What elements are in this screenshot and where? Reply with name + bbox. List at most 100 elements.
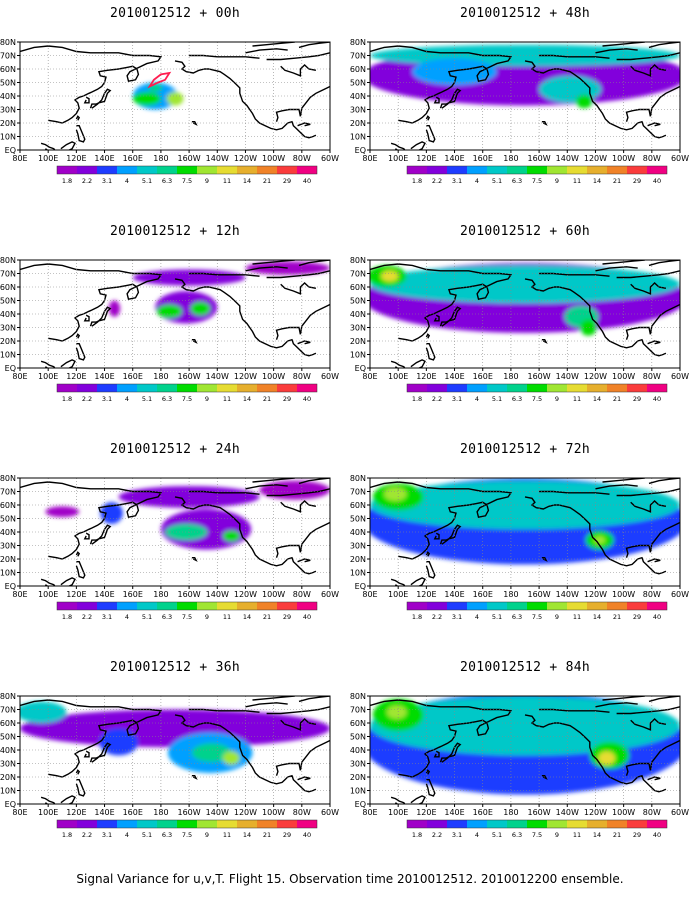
lon-tick-label: 120W bbox=[234, 808, 257, 817]
lon-tick-label: 100E bbox=[388, 154, 408, 163]
lon-tick-label: 80W bbox=[293, 590, 311, 599]
coastline bbox=[40, 796, 56, 804]
lat-tick-label: 20N bbox=[0, 555, 16, 564]
colorbar-label: 7.5 bbox=[182, 831, 192, 839]
coastline bbox=[75, 115, 81, 121]
colorbar-swatch bbox=[607, 384, 627, 392]
colorbar-label: 3.1 bbox=[452, 395, 462, 403]
colorbar-swatch bbox=[157, 602, 177, 610]
colorbar-swatch bbox=[117, 602, 137, 610]
colorbar-swatch bbox=[527, 384, 547, 392]
colorbar-label: 2.2 bbox=[82, 831, 92, 839]
lat-tick-label: 50N bbox=[0, 79, 16, 88]
colorbar-swatch bbox=[57, 384, 77, 392]
colorbar-swatch bbox=[447, 166, 467, 174]
colorbar-label: 21 bbox=[613, 177, 621, 185]
colorbar-swatch bbox=[297, 166, 317, 174]
colorbar-swatch bbox=[567, 384, 587, 392]
lon-tick-label: 100E bbox=[38, 372, 58, 381]
coastline bbox=[40, 142, 56, 150]
colorbar-label: 6.3 bbox=[162, 613, 172, 621]
panel-title: 2010012512 + 72h bbox=[459, 442, 591, 457]
lon-tick-label: 120W bbox=[584, 372, 607, 381]
coastline bbox=[425, 561, 436, 579]
colorbar-swatch bbox=[427, 820, 447, 828]
coastline bbox=[647, 558, 661, 563]
lon-tick-label: 80E bbox=[362, 154, 377, 163]
coastline bbox=[191, 775, 198, 780]
colorbar-label: 2.2 bbox=[432, 831, 442, 839]
lat-tick-label: 40N bbox=[0, 528, 16, 537]
colorbar-swatch bbox=[587, 384, 607, 392]
colorbar-swatch bbox=[447, 384, 467, 392]
colorbar-swatch bbox=[627, 166, 647, 174]
colorbar-label: 9 bbox=[205, 831, 209, 839]
figure-caption: Signal Variance for u,v,T. Flight 15. Ob… bbox=[76, 872, 624, 886]
lat-tick-label: 20N bbox=[0, 337, 16, 346]
coastline bbox=[20, 699, 163, 778]
colorbar-swatch bbox=[157, 820, 177, 828]
coastline bbox=[524, 714, 667, 793]
colorbar-label: 2.2 bbox=[82, 177, 92, 185]
coastline bbox=[630, 500, 667, 513]
forecast-panel-84h: 80E 100E 120E 140E 160E 180 160W 140W 120W 100W 80… bbox=[350, 654, 700, 872]
colorbar-label: 14 bbox=[593, 613, 601, 621]
coastline bbox=[298, 478, 330, 485]
variance-region bbox=[579, 319, 597, 336]
colorbar-label: 5.1 bbox=[492, 831, 502, 839]
colorbar-label: 11 bbox=[573, 613, 581, 621]
coastline bbox=[60, 577, 76, 586]
colorbar-label: 6.3 bbox=[162, 177, 172, 185]
colorbar-label: 1.8 bbox=[62, 613, 72, 621]
colorbar-label: 40 bbox=[653, 395, 661, 403]
lon-tick-label: 100E bbox=[38, 808, 58, 817]
lat-tick-label: 40N bbox=[0, 92, 16, 101]
colorbar-label: 11 bbox=[223, 613, 231, 621]
lon-tick-label: 180 bbox=[153, 590, 168, 599]
coastline bbox=[75, 333, 81, 339]
colorbar-label: 6.3 bbox=[512, 613, 522, 621]
coastline bbox=[75, 343, 86, 361]
lat-tick-label: 10N bbox=[350, 569, 366, 578]
coastline bbox=[280, 500, 317, 513]
lat-tick-label: 30N bbox=[350, 760, 366, 769]
lat-tick-label: 50N bbox=[350, 733, 366, 742]
coastline bbox=[439, 742, 462, 763]
colorbar-swatch bbox=[277, 820, 297, 828]
lon-tick-label: 140E bbox=[94, 590, 114, 599]
lat-tick-label: 30N bbox=[0, 760, 16, 769]
coastline bbox=[425, 779, 436, 797]
lat-tick-label: 60N bbox=[350, 283, 366, 292]
coastline bbox=[648, 696, 680, 703]
colorbar-label: 14 bbox=[243, 613, 251, 621]
colorbar-label: 29 bbox=[283, 395, 291, 403]
colorbar-swatch bbox=[137, 820, 157, 828]
colorbar-label: 4 bbox=[125, 395, 129, 403]
lon-tick-label: 140W bbox=[556, 590, 579, 599]
coastline bbox=[40, 578, 56, 586]
lon-tick-label: 80E bbox=[362, 590, 377, 599]
lat-tick-label: 80N bbox=[350, 256, 366, 265]
lat-tick-label: EQ bbox=[355, 800, 366, 809]
colorbar-label: 14 bbox=[593, 177, 601, 185]
colorbar-swatch bbox=[627, 602, 647, 610]
lon-tick-label: 180 bbox=[153, 372, 168, 381]
lat-tick-label: 30N bbox=[350, 542, 366, 551]
coastline bbox=[297, 122, 311, 127]
coastline bbox=[647, 122, 661, 127]
colorbar-swatch bbox=[627, 384, 647, 392]
colorbar-swatch bbox=[237, 602, 257, 610]
coastline bbox=[275, 326, 302, 340]
colorbar-label: 4 bbox=[475, 177, 479, 185]
colorbar-label: 21 bbox=[263, 831, 271, 839]
colorbar-swatch bbox=[57, 602, 77, 610]
coastline bbox=[191, 557, 198, 562]
panel-map: 80E 100E 120E 140E 160E 180 160W 140W 120W 100W 80… bbox=[0, 256, 339, 403]
lon-tick-label: 60W bbox=[321, 372, 339, 381]
colorbar-label: 1.8 bbox=[412, 613, 422, 621]
colorbar-label: 3.1 bbox=[452, 831, 462, 839]
colorbar-label: 11 bbox=[223, 177, 231, 185]
colorbar-swatch bbox=[137, 384, 157, 392]
coastline bbox=[410, 141, 426, 150]
coastline bbox=[625, 762, 652, 776]
